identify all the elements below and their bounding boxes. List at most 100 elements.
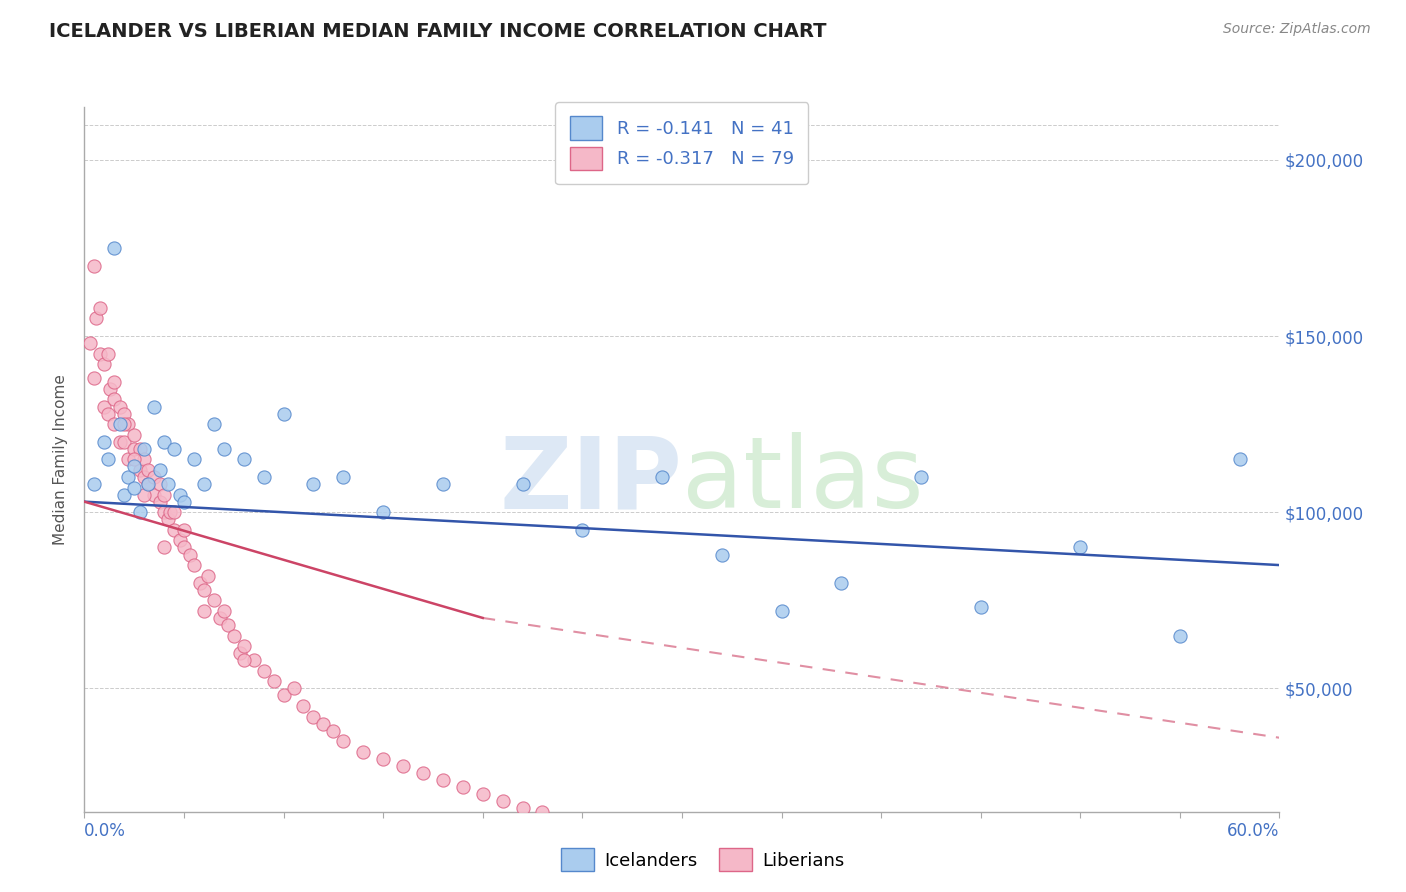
Point — [651, 470, 673, 484]
Point — [173, 523, 195, 537]
Point — [129, 463, 152, 477]
Point — [830, 575, 852, 590]
Point — [136, 477, 159, 491]
Point — [373, 752, 395, 766]
Point — [512, 801, 534, 815]
Legend: R = -0.141   N = 41, R = -0.317   N = 79: R = -0.141 N = 41, R = -0.317 N = 79 — [555, 102, 808, 185]
Point — [122, 452, 145, 467]
Point — [143, 470, 166, 484]
Point — [1069, 541, 1091, 555]
Point — [173, 494, 195, 508]
Point — [169, 487, 191, 501]
Point — [312, 716, 335, 731]
Point — [110, 417, 132, 431]
Point — [273, 407, 295, 421]
Text: 60.0%: 60.0% — [1227, 822, 1279, 840]
Text: Source: ZipAtlas.com: Source: ZipAtlas.com — [1223, 22, 1371, 37]
Point — [110, 400, 132, 414]
Point — [112, 434, 135, 449]
Point — [129, 442, 152, 456]
Point — [89, 301, 111, 315]
Point — [193, 477, 215, 491]
Point — [117, 470, 139, 484]
Point — [136, 477, 159, 491]
Point — [97, 452, 120, 467]
Point — [153, 487, 176, 501]
Point — [93, 400, 115, 414]
Point — [232, 452, 254, 467]
Point — [492, 794, 515, 808]
Point — [89, 346, 111, 360]
Point — [149, 494, 172, 508]
Point — [83, 371, 105, 385]
Point — [93, 434, 115, 449]
Point — [451, 780, 474, 794]
Point — [392, 759, 415, 773]
Point — [432, 772, 454, 787]
Point — [163, 442, 186, 456]
Point — [910, 470, 932, 484]
Point — [153, 541, 176, 555]
Point — [179, 548, 201, 562]
Point — [217, 618, 239, 632]
Point — [132, 442, 156, 456]
Point — [232, 653, 254, 667]
Point — [103, 375, 125, 389]
Point — [412, 766, 434, 780]
Point — [222, 628, 245, 642]
Point — [302, 709, 325, 723]
Point — [253, 470, 276, 484]
Point — [122, 442, 145, 456]
Point — [1229, 452, 1251, 467]
Point — [173, 541, 195, 555]
Point — [79, 336, 101, 351]
Point — [432, 477, 454, 491]
Point — [188, 575, 211, 590]
Point — [93, 357, 115, 371]
Point — [97, 346, 120, 360]
Point — [97, 407, 120, 421]
Point — [193, 582, 215, 597]
Legend: Icelanders, Liberians: Icelanders, Liberians — [554, 841, 852, 879]
Point — [253, 664, 276, 678]
Point — [183, 558, 205, 573]
Point — [149, 463, 172, 477]
Point — [163, 505, 186, 519]
Point — [132, 452, 156, 467]
Point — [373, 505, 395, 519]
Text: atlas: atlas — [682, 432, 924, 529]
Point — [110, 434, 132, 449]
Point — [143, 487, 166, 501]
Point — [129, 505, 152, 519]
Point — [302, 477, 325, 491]
Point — [212, 604, 235, 618]
Point — [169, 533, 191, 548]
Point — [332, 734, 354, 748]
Point — [122, 427, 145, 442]
Point — [571, 523, 593, 537]
Point — [153, 505, 176, 519]
Point — [531, 805, 554, 819]
Point — [103, 392, 125, 407]
Point — [103, 417, 125, 431]
Point — [1168, 628, 1191, 642]
Point — [149, 477, 172, 491]
Point — [471, 787, 494, 801]
Point — [157, 477, 180, 491]
Point — [332, 470, 354, 484]
Point — [229, 646, 252, 660]
Point — [157, 512, 180, 526]
Point — [197, 568, 219, 582]
Point — [83, 259, 105, 273]
Y-axis label: Median Family Income: Median Family Income — [53, 374, 69, 545]
Text: ZIP: ZIP — [499, 432, 682, 529]
Point — [242, 653, 264, 667]
Point — [183, 452, 205, 467]
Point — [117, 452, 139, 467]
Text: ICELANDER VS LIBERIAN MEDIAN FAMILY INCOME CORRELATION CHART: ICELANDER VS LIBERIAN MEDIAN FAMILY INCO… — [49, 22, 827, 41]
Point — [103, 241, 125, 255]
Point — [122, 459, 145, 474]
Point — [208, 611, 231, 625]
Point — [770, 604, 793, 618]
Point — [132, 470, 156, 484]
